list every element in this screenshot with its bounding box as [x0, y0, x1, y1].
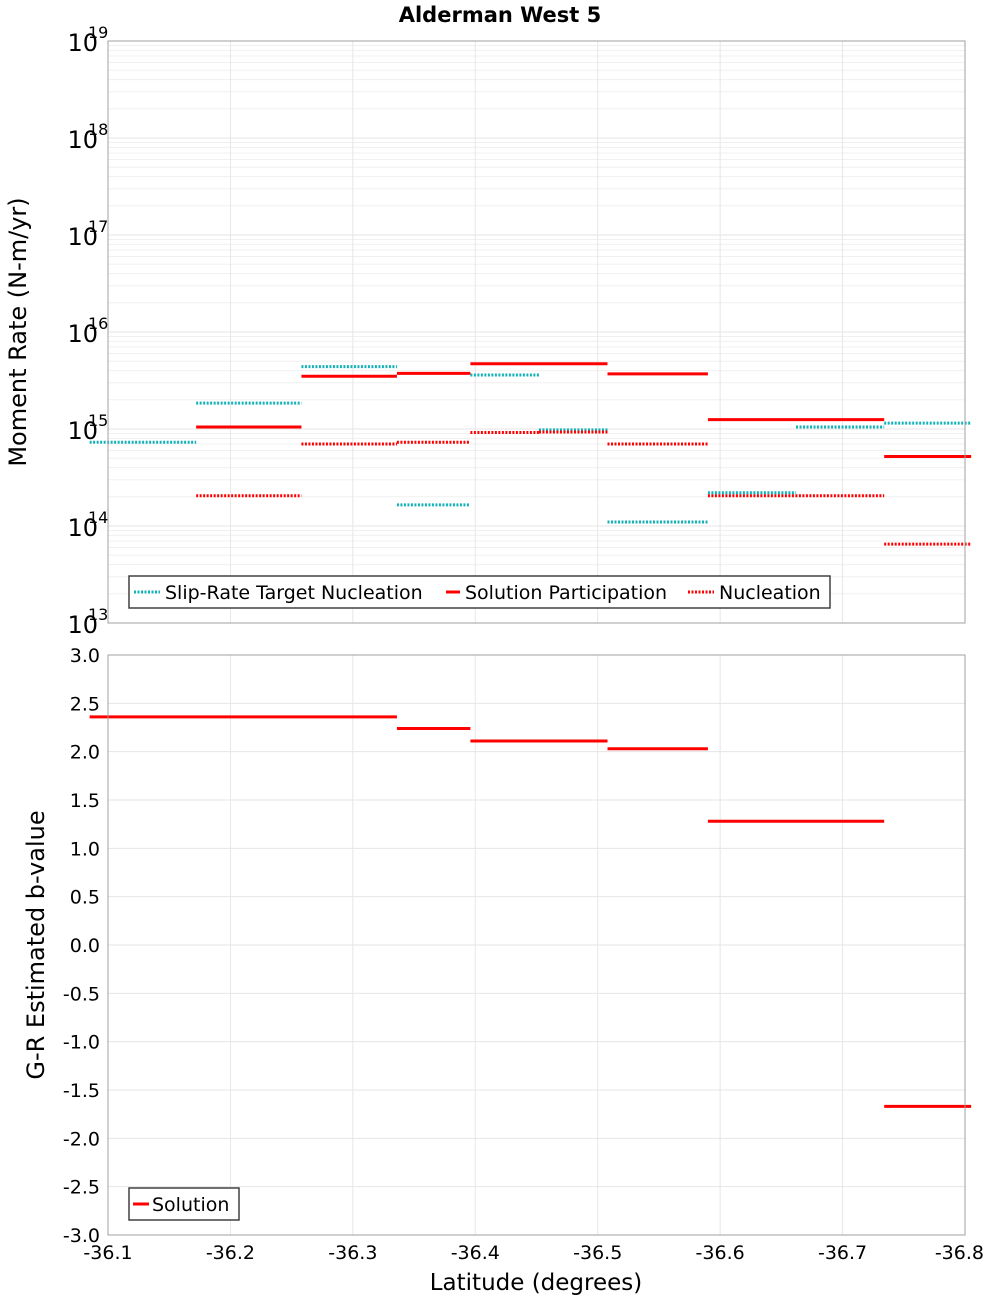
- x-tick-label: -36.7: [818, 1242, 867, 1264]
- y-tick-exponent: 17: [88, 217, 108, 236]
- moment-rate-y-axis-label: Moment Rate (N-m/yr): [4, 197, 32, 466]
- y-tick-exponent: 18: [88, 120, 108, 139]
- b-value-legend: Solution: [128, 1187, 240, 1221]
- y-tick-label: 10: [67, 29, 98, 57]
- x-tick-label: -36.6: [696, 1242, 745, 1264]
- legend-entry: Solution Participation: [465, 582, 667, 604]
- y-tick-exponent: 15: [88, 411, 108, 430]
- legend-entry: Slip-Rate Target Nucleation: [165, 582, 423, 604]
- x-tick-label: -36.4: [451, 1242, 500, 1264]
- y-tick-label: 1.5: [70, 790, 100, 812]
- y-tick-label: 10: [67, 611, 98, 639]
- x-tick-label: -36.1: [83, 1242, 132, 1264]
- y-tick-label: 10: [67, 320, 98, 348]
- x-axis-ticks: -36.1 -36.2 -36.3 -36.4 -36.5 -36.6 -36.7 -36.8: [83, 1242, 984, 1264]
- chart-title: Alderman West 5: [399, 3, 602, 27]
- y-tick-label: 1.0: [70, 838, 100, 860]
- y-tick-label: 10: [67, 417, 98, 445]
- b-value-y-ticks: 3.0 2.5 2.0 1.5 1.0 0.5 0.0 -0.5 -1.0 -1.5 -2.0 -2.…: [63, 645, 100, 1247]
- y-tick-label: 0.0: [70, 935, 100, 957]
- b-value-panel: 3.0 2.5 2.0 1.5 1.0 0.5 0.0 -0.5 -1.0 -1.5 -2.0 -2.…: [22, 645, 984, 1296]
- b-value-plot-frame: [107, 654, 966, 1236]
- y-tick-label: 10: [67, 514, 98, 542]
- x-tick-label: -36.3: [328, 1242, 377, 1264]
- y-tick-exponent: 19: [88, 23, 108, 42]
- y-tick-label: 2.5: [70, 693, 100, 715]
- x-tick-label: -36.8: [935, 1242, 984, 1264]
- x-tick-label: -36.2: [206, 1242, 255, 1264]
- y-tick-label: -2.5: [63, 1177, 100, 1199]
- moment-rate-legend: Slip-Rate Target Nucleation Solution Part…: [128, 575, 831, 609]
- moment-rate-series: [89, 362, 972, 546]
- y-tick-label: -3.0: [63, 1225, 100, 1247]
- b-value-y-axis-label: G-R Estimated b-value: [22, 810, 50, 1079]
- y-tick-label: 3.0: [70, 645, 100, 667]
- y-tick-label: -1.0: [63, 1032, 100, 1054]
- y-tick-label: -1.5: [63, 1080, 100, 1102]
- x-tick-label: -36.5: [573, 1242, 622, 1264]
- y-tick-label: 10: [67, 126, 98, 154]
- moment-rate-plot-frame: [107, 40, 966, 624]
- y-tick-label: -0.5: [63, 983, 100, 1005]
- y-tick-label: -2.0: [63, 1128, 100, 1150]
- y-tick-label: 10: [67, 223, 98, 251]
- legend-entry: Nucleation: [719, 582, 821, 604]
- y-tick-label: 2.0: [70, 742, 100, 764]
- y-tick-exponent: 16: [88, 314, 108, 333]
- y-tick-exponent: 14: [88, 508, 108, 527]
- y-tick-exponent: 13: [88, 605, 108, 624]
- legend-entry: Solution: [152, 1194, 229, 1216]
- x-axis-label: Latitude (degrees): [430, 1270, 643, 1296]
- b-value-series: [89, 715, 972, 1108]
- y-tick-label: 0.5: [70, 887, 100, 909]
